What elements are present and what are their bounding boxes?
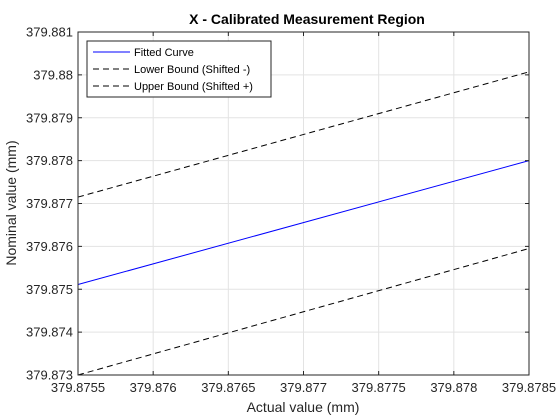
x-tick-label: 379.8785 [502,380,556,395]
series-layer [77,71,530,376]
chart-title: X - Calibrated Measurement Region [189,11,425,27]
ticks [77,31,530,376]
x-axis-label: Actual value (mm) [247,399,360,415]
x-tick-labels: 379.8755 379.876 379.8765 379.877 379.8775 37… [51,380,556,395]
x-tick-label: 379.878 [430,380,477,395]
y-tick-label: 379.873 [26,368,73,383]
x-tick-label: 379.8755 [51,380,105,395]
legend-label-fitted-curve: Fitted Curve [134,47,194,59]
y-tick-label: 379.876 [26,239,73,254]
y-tick-label: 379.878 [26,153,73,168]
x-tick-label: 379.876 [130,380,177,395]
legend-label-upper-bound: Upper Bound (Shifted +) [134,81,253,93]
legend: Fitted Curve Lower Bound (Shifted -) Upp… [86,40,272,98]
x-tick-label: 379.8765 [201,380,255,395]
y-tick-label: 379.881 [26,25,73,40]
y-tick-label: 379.875 [26,282,73,297]
y-tick-labels: 379.873 379.874 379.875 379.876 379.877 379.8… [26,25,73,383]
x-tick-label: 379.877 [280,380,327,395]
x-tick-label: 379.8775 [352,380,406,395]
y-tick-label: 379.879 [26,110,73,125]
series-line-1 [77,248,530,376]
y-axis-label: Nominal value (mm) [3,140,19,265]
legend-label-lower-bound: Lower Bound (Shifted -) [134,64,250,76]
y-tick-label: 379.88 [33,67,73,82]
series-line-0 [77,160,530,286]
series-line-2 [77,71,530,198]
y-tick-label: 379.877 [26,196,73,211]
y-tick-label: 379.874 [26,325,73,340]
